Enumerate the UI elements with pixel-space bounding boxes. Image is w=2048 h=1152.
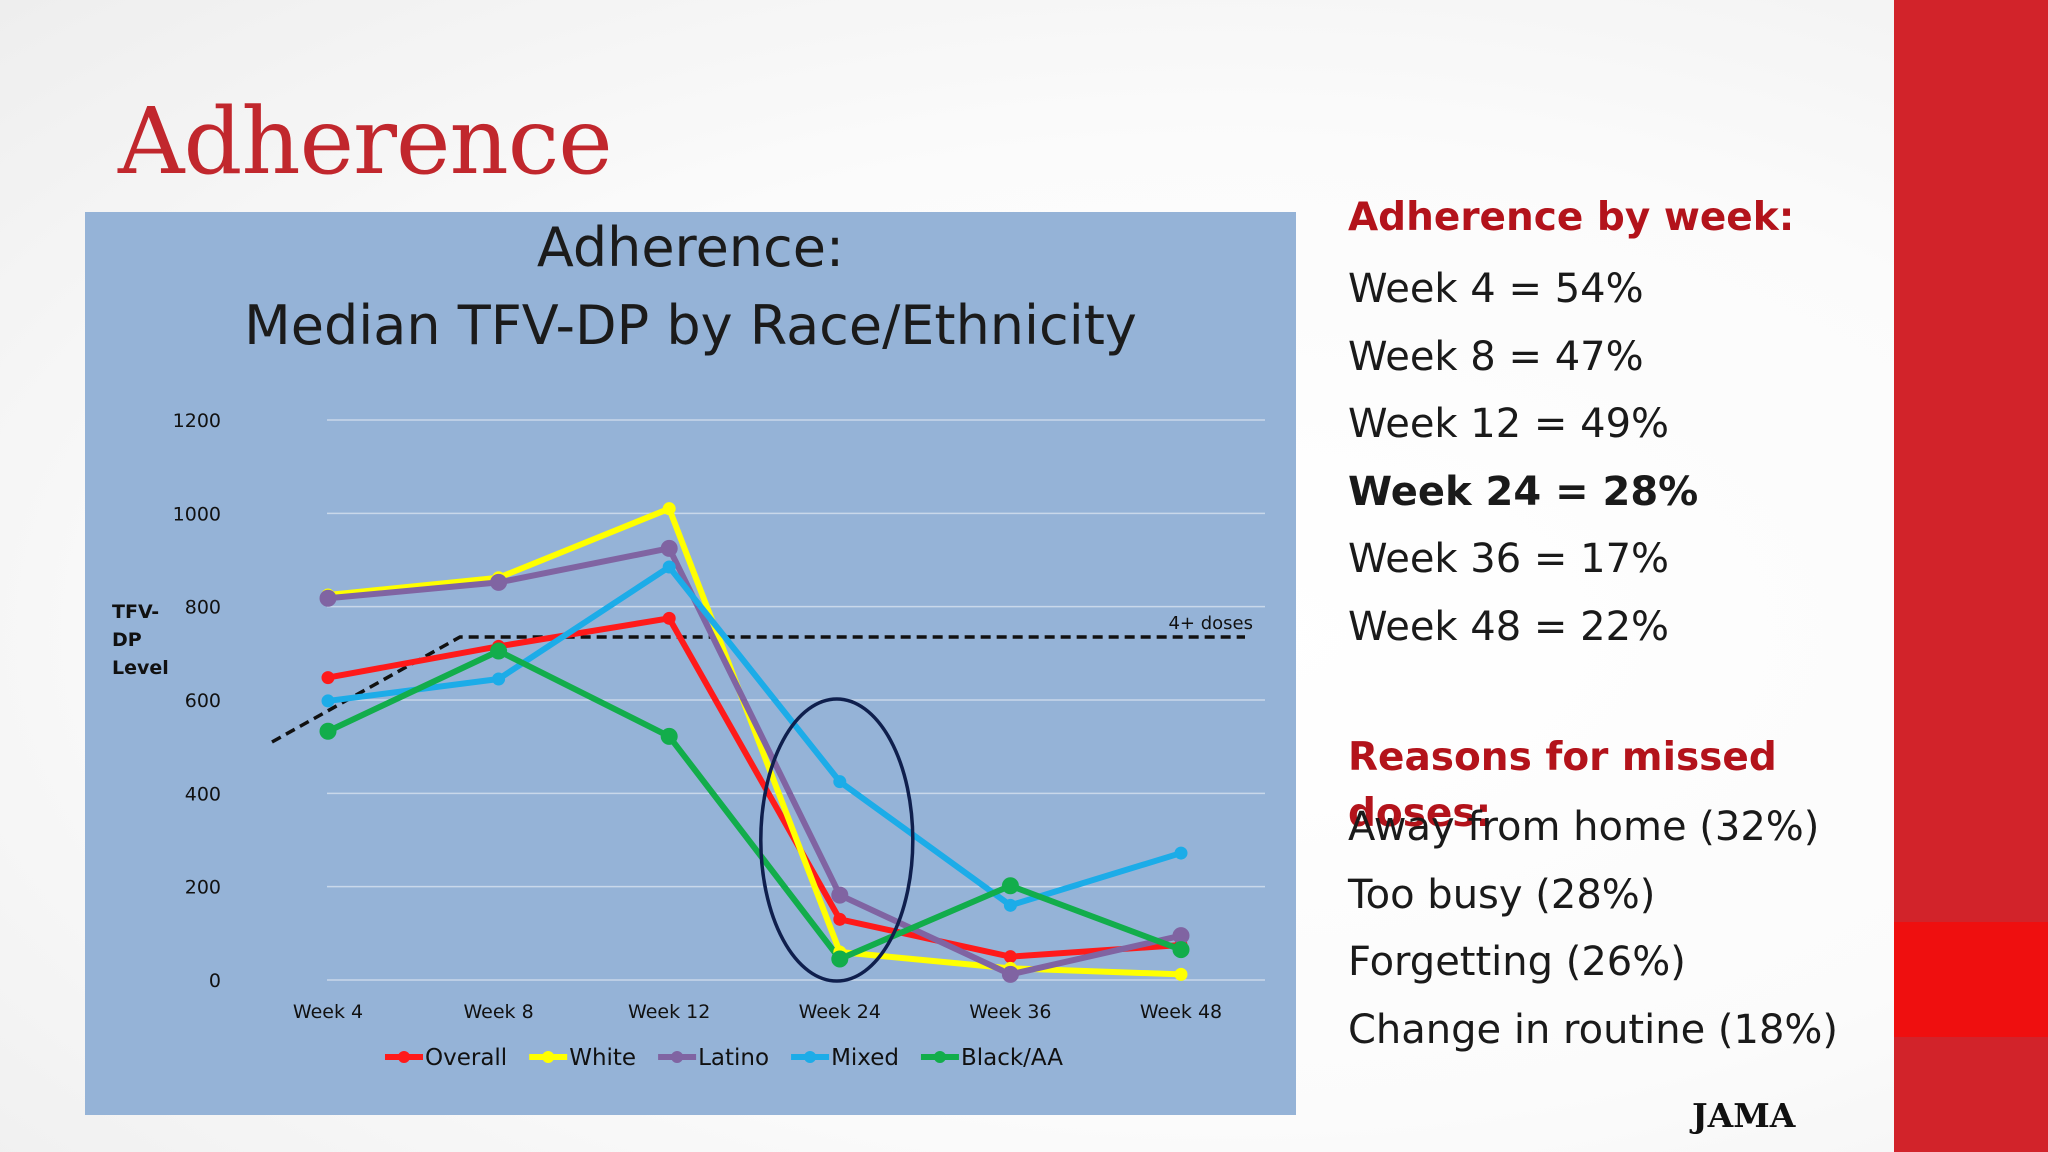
data-point [1174, 967, 1188, 981]
adherence-list: Week 4 = 54% Week 8 = 47% Week 12 = 49% … [1348, 256, 1888, 661]
legend-label: Latino [698, 1045, 769, 1071]
data-point [321, 671, 335, 685]
series-line [327, 615, 1182, 960]
x-tick-label: Week 12 [628, 1001, 710, 1023]
source-label: JAMA [1692, 1096, 1796, 1135]
data-point [1174, 846, 1188, 860]
y-tick-label: 200 [185, 877, 221, 899]
y-tick-label: 600 [185, 690, 221, 712]
decorative-side-bar-accent [1894, 922, 2048, 1037]
threshold-line [271, 635, 1245, 744]
data-point [662, 611, 676, 625]
chart-subtitle: Median TFV-DP by Race/Ethnicity [244, 294, 1137, 357]
data-point [1003, 950, 1017, 964]
data-point [660, 727, 678, 745]
legend-marker [671, 1051, 684, 1063]
reason-item: Change in routine (18%) [1348, 1006, 1839, 1053]
y-axis-label: TFV-DP Level [112, 601, 169, 679]
legend-label: Mixed [831, 1045, 899, 1071]
data-point [662, 560, 676, 574]
y-tick-label: 0 [209, 970, 221, 992]
reasons-heading: Reasons for missed doses: [1348, 735, 1777, 836]
data-point [321, 694, 335, 708]
chart-panel: Adherence: Median TFV-DP by Race/Ethnici… [85, 212, 1296, 1115]
adherence-item-week-24: Week 24 = 28% [1348, 468, 1699, 515]
x-tick-label: Week 8 [464, 1001, 534, 1023]
data-point [1001, 877, 1019, 895]
data-point [1003, 898, 1017, 912]
reason-item: Too busy (28%) [1348, 871, 1656, 918]
reasons-list: Away from home (32%) Too busy (28%) Forg… [1348, 794, 1838, 1064]
legend-marker [933, 1051, 946, 1063]
y-tick-label: 400 [185, 783, 221, 805]
y-tick-label: 800 [185, 597, 221, 619]
data-point [319, 589, 337, 607]
adherence-item-week-48: Week 48 = 22% [1348, 603, 1670, 650]
y-tick-label: 1000 [173, 503, 221, 525]
data-point [831, 886, 849, 904]
data-point [490, 642, 508, 660]
data-point [492, 672, 506, 686]
series-line [326, 648, 1183, 962]
threshold-label: 4+ doses [1168, 613, 1253, 634]
slide-title: Adherence [118, 88, 613, 195]
adherence-item-week-36: Week 36 = 17% [1348, 536, 1670, 582]
adherence-item-week-8: Week 8 = 47% [1348, 333, 1644, 380]
data-point [1001, 965, 1019, 983]
legend-marker [804, 1051, 817, 1063]
data-point [660, 539, 678, 557]
data-point [662, 502, 676, 516]
data-point [833, 775, 847, 789]
reason-item: Away from home (32%) [1348, 804, 1820, 850]
annotation-ellipse [759, 697, 915, 983]
data-point [833, 912, 847, 926]
adherence-item-week-4: Week 4 = 54% [1348, 266, 1644, 312]
reason-item: Forgetting (26%) [1348, 939, 1686, 985]
adherence-by-week-heading: Adherence by week: [1348, 195, 1795, 240]
legend-label: Black/AA [961, 1045, 1063, 1071]
x-tick-label: Week 36 [969, 1001, 1051, 1023]
adherence-item-week-12: Week 12 = 49% [1348, 401, 1670, 447]
data-point [1172, 941, 1190, 959]
y-tick-label: 1200 [173, 410, 221, 432]
x-tick-label: Week 4 [293, 1001, 363, 1023]
legend-label: White [569, 1045, 636, 1071]
sidebar-text: Adherence by week: Week 4 = 54% Week 8 =… [1348, 190, 1888, 1053]
data-point [490, 573, 508, 591]
series-line [327, 545, 1182, 978]
legend-marker [542, 1051, 555, 1063]
x-tick-label: Week 48 [1140, 1001, 1222, 1023]
legend-label: Overall [425, 1045, 507, 1071]
data-point [319, 722, 337, 740]
line-chart: 0 200 400 600 800 1000 1200 TFV-DP Level Week 4 We… [112, 410, 1265, 1071]
data-point [831, 950, 849, 968]
legend-marker [398, 1051, 410, 1063]
chart-title: Adherence: [536, 216, 845, 279]
x-tick-label: Week 24 [799, 1001, 881, 1023]
